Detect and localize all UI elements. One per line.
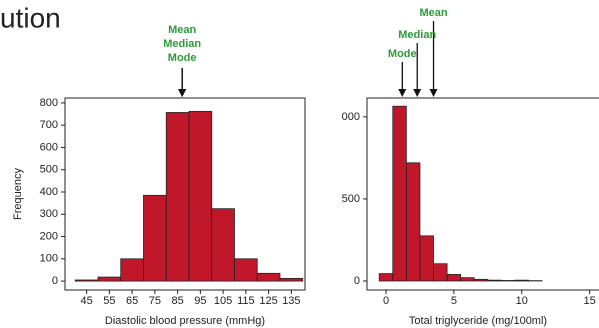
x-tick-label: 85 [171,295,183,307]
x-tick-label: 10 [516,295,528,307]
x-tick-label: 15 [584,295,596,307]
y-tick-label: 000 [342,111,360,123]
annotation: Mean [168,24,196,36]
x-tick-label: 65 [126,295,138,307]
x-axis-label: Diastolic blood pressure (mmHg) [105,315,265,327]
bar [460,277,475,282]
bar [97,276,122,282]
x-tick-label: 95 [194,295,206,307]
bar [211,208,235,282]
y-tick-label: 700 [40,119,58,131]
bar [74,279,99,282]
annotation: Median [398,29,436,41]
arrow-head [413,89,422,97]
y-tick-label: 600 [40,141,58,153]
bar [234,258,258,282]
arrow-head [178,89,187,97]
y-tick-label: 800 [40,97,58,109]
bar [165,112,190,282]
bar [279,278,304,282]
bar [446,274,462,282]
x-axis-label: Total triglyceride (mg/100ml) [409,315,547,327]
x-tick-label: 45 [80,295,92,307]
y-axis-label: Frequency [12,168,24,220]
bar [143,194,167,282]
y-tick-label: 0 [354,275,360,287]
bar [473,278,489,282]
bar [433,263,448,282]
y-tick-label: 0 [52,275,58,287]
bar [120,258,144,282]
y-tick-label: 400 [40,186,58,198]
plot-frame [64,97,306,291]
y-tick-label: 500 [342,193,360,205]
x-tick-label: 55 [103,295,115,307]
bar [514,279,529,282]
bar [188,110,213,282]
y-tick-label: 200 [40,230,58,242]
annotation: Mode [168,52,197,64]
x-tick-label: 0 [383,295,389,307]
arrow-head [398,89,407,97]
y-tick-label: 500 [40,164,58,176]
bar [256,272,281,282]
y-tick-label: 300 [40,208,58,220]
annotation: Mode [388,48,417,60]
annotation: Mean [419,7,447,19]
slide-title: ution [0,2,61,33]
x-tick-label: 5 [451,295,457,307]
bar [378,273,394,282]
x-tick-label: 105 [214,295,232,307]
y-tick-label: 100 [40,253,58,265]
bar [419,235,434,282]
bar [405,162,421,282]
annotation: Median [163,38,201,50]
plot-frame [366,97,599,291]
bar [392,105,407,282]
x-tick-label: 125 [259,295,277,307]
arrow-head [429,89,438,97]
x-tick-label: 75 [149,295,161,307]
x-tick-label: 135 [282,295,300,307]
x-tick-label: 115 [237,295,255,307]
bar [487,279,502,282]
